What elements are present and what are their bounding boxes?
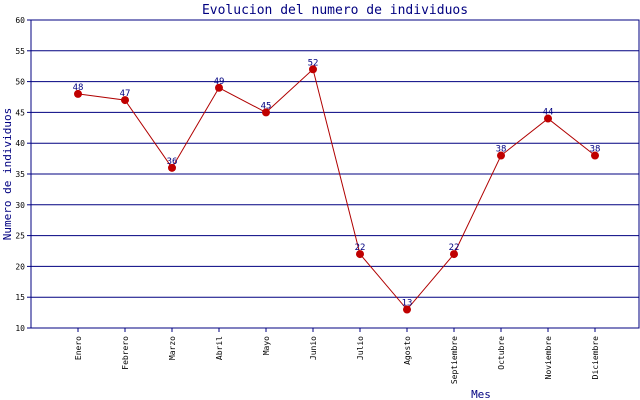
data-label: 38	[590, 145, 601, 155]
data-point	[262, 108, 270, 117]
data-point	[121, 96, 129, 105]
y-axis-ticks: 10 15 20 25 30 35 40 45 50 55 60	[15, 16, 31, 333]
x-tick-label: Agosto	[403, 336, 412, 365]
data-label: 48	[73, 83, 84, 93]
data-point	[74, 89, 82, 98]
y-tick-label: 45	[15, 108, 25, 117]
data-point	[168, 163, 176, 172]
x-tick-label: Julio	[356, 336, 365, 360]
data-label: 13	[402, 299, 413, 309]
series-line	[77, 68, 596, 311]
y-tick-label: 50	[15, 78, 25, 87]
data-label: 36	[167, 157, 178, 167]
data-label: 44	[543, 108, 554, 118]
y-tick-label: 35	[15, 170, 25, 179]
data-point	[403, 305, 411, 314]
data-point	[450, 250, 458, 259]
x-tick-label: Enero	[74, 336, 83, 360]
gridlines	[31, 19, 639, 329]
data-points	[74, 65, 599, 314]
x-tick-label: Septiembre	[450, 336, 459, 384]
data-label: 45	[261, 101, 272, 111]
x-tick-label: Mayo	[262, 336, 271, 355]
x-axis-label: Mes	[471, 388, 491, 400]
data-point	[309, 65, 317, 74]
y-tick-label: 10	[15, 324, 25, 333]
x-tick-label: Febrero	[121, 336, 130, 370]
data-label: 52	[308, 58, 319, 68]
data-point	[544, 114, 552, 123]
data-label: 22	[355, 243, 366, 253]
y-tick-label: 20	[15, 262, 25, 271]
y-tick-label: 30	[15, 201, 25, 210]
data-point	[215, 83, 223, 92]
y-tick-label: 25	[15, 232, 25, 241]
x-tick-label: Junio	[309, 336, 318, 360]
data-label: 38	[496, 145, 507, 155]
y-tick-label: 40	[15, 139, 25, 148]
chart-title: Evolucion del numero de individuos	[202, 3, 468, 18]
data-point	[497, 151, 505, 160]
x-axis-ticks: Enero Febrero Marzo Abril Mayo Junio Julio Agos…	[74, 328, 600, 384]
data-labels: 48 47 36 49 45 52 22 13 22 38 44 38	[73, 58, 601, 308]
data-label: 49	[214, 77, 225, 87]
y-tick-label: 55	[15, 47, 25, 56]
data-label: 22	[449, 243, 460, 253]
x-tick-label: Marzo	[168, 336, 177, 360]
y-tick-label: 60	[15, 16, 25, 25]
y-tick-label: 15	[15, 293, 25, 302]
data-point	[591, 151, 599, 160]
x-tick-label: Diciembre	[591, 336, 600, 380]
x-tick-label: Noviembre	[544, 336, 553, 380]
y-axis-label: Numero de individuos	[1, 108, 14, 240]
x-tick-label: Abril	[215, 336, 224, 360]
data-point	[356, 250, 364, 259]
x-tick-label: Octubre	[497, 336, 506, 370]
data-label: 47	[120, 89, 131, 99]
